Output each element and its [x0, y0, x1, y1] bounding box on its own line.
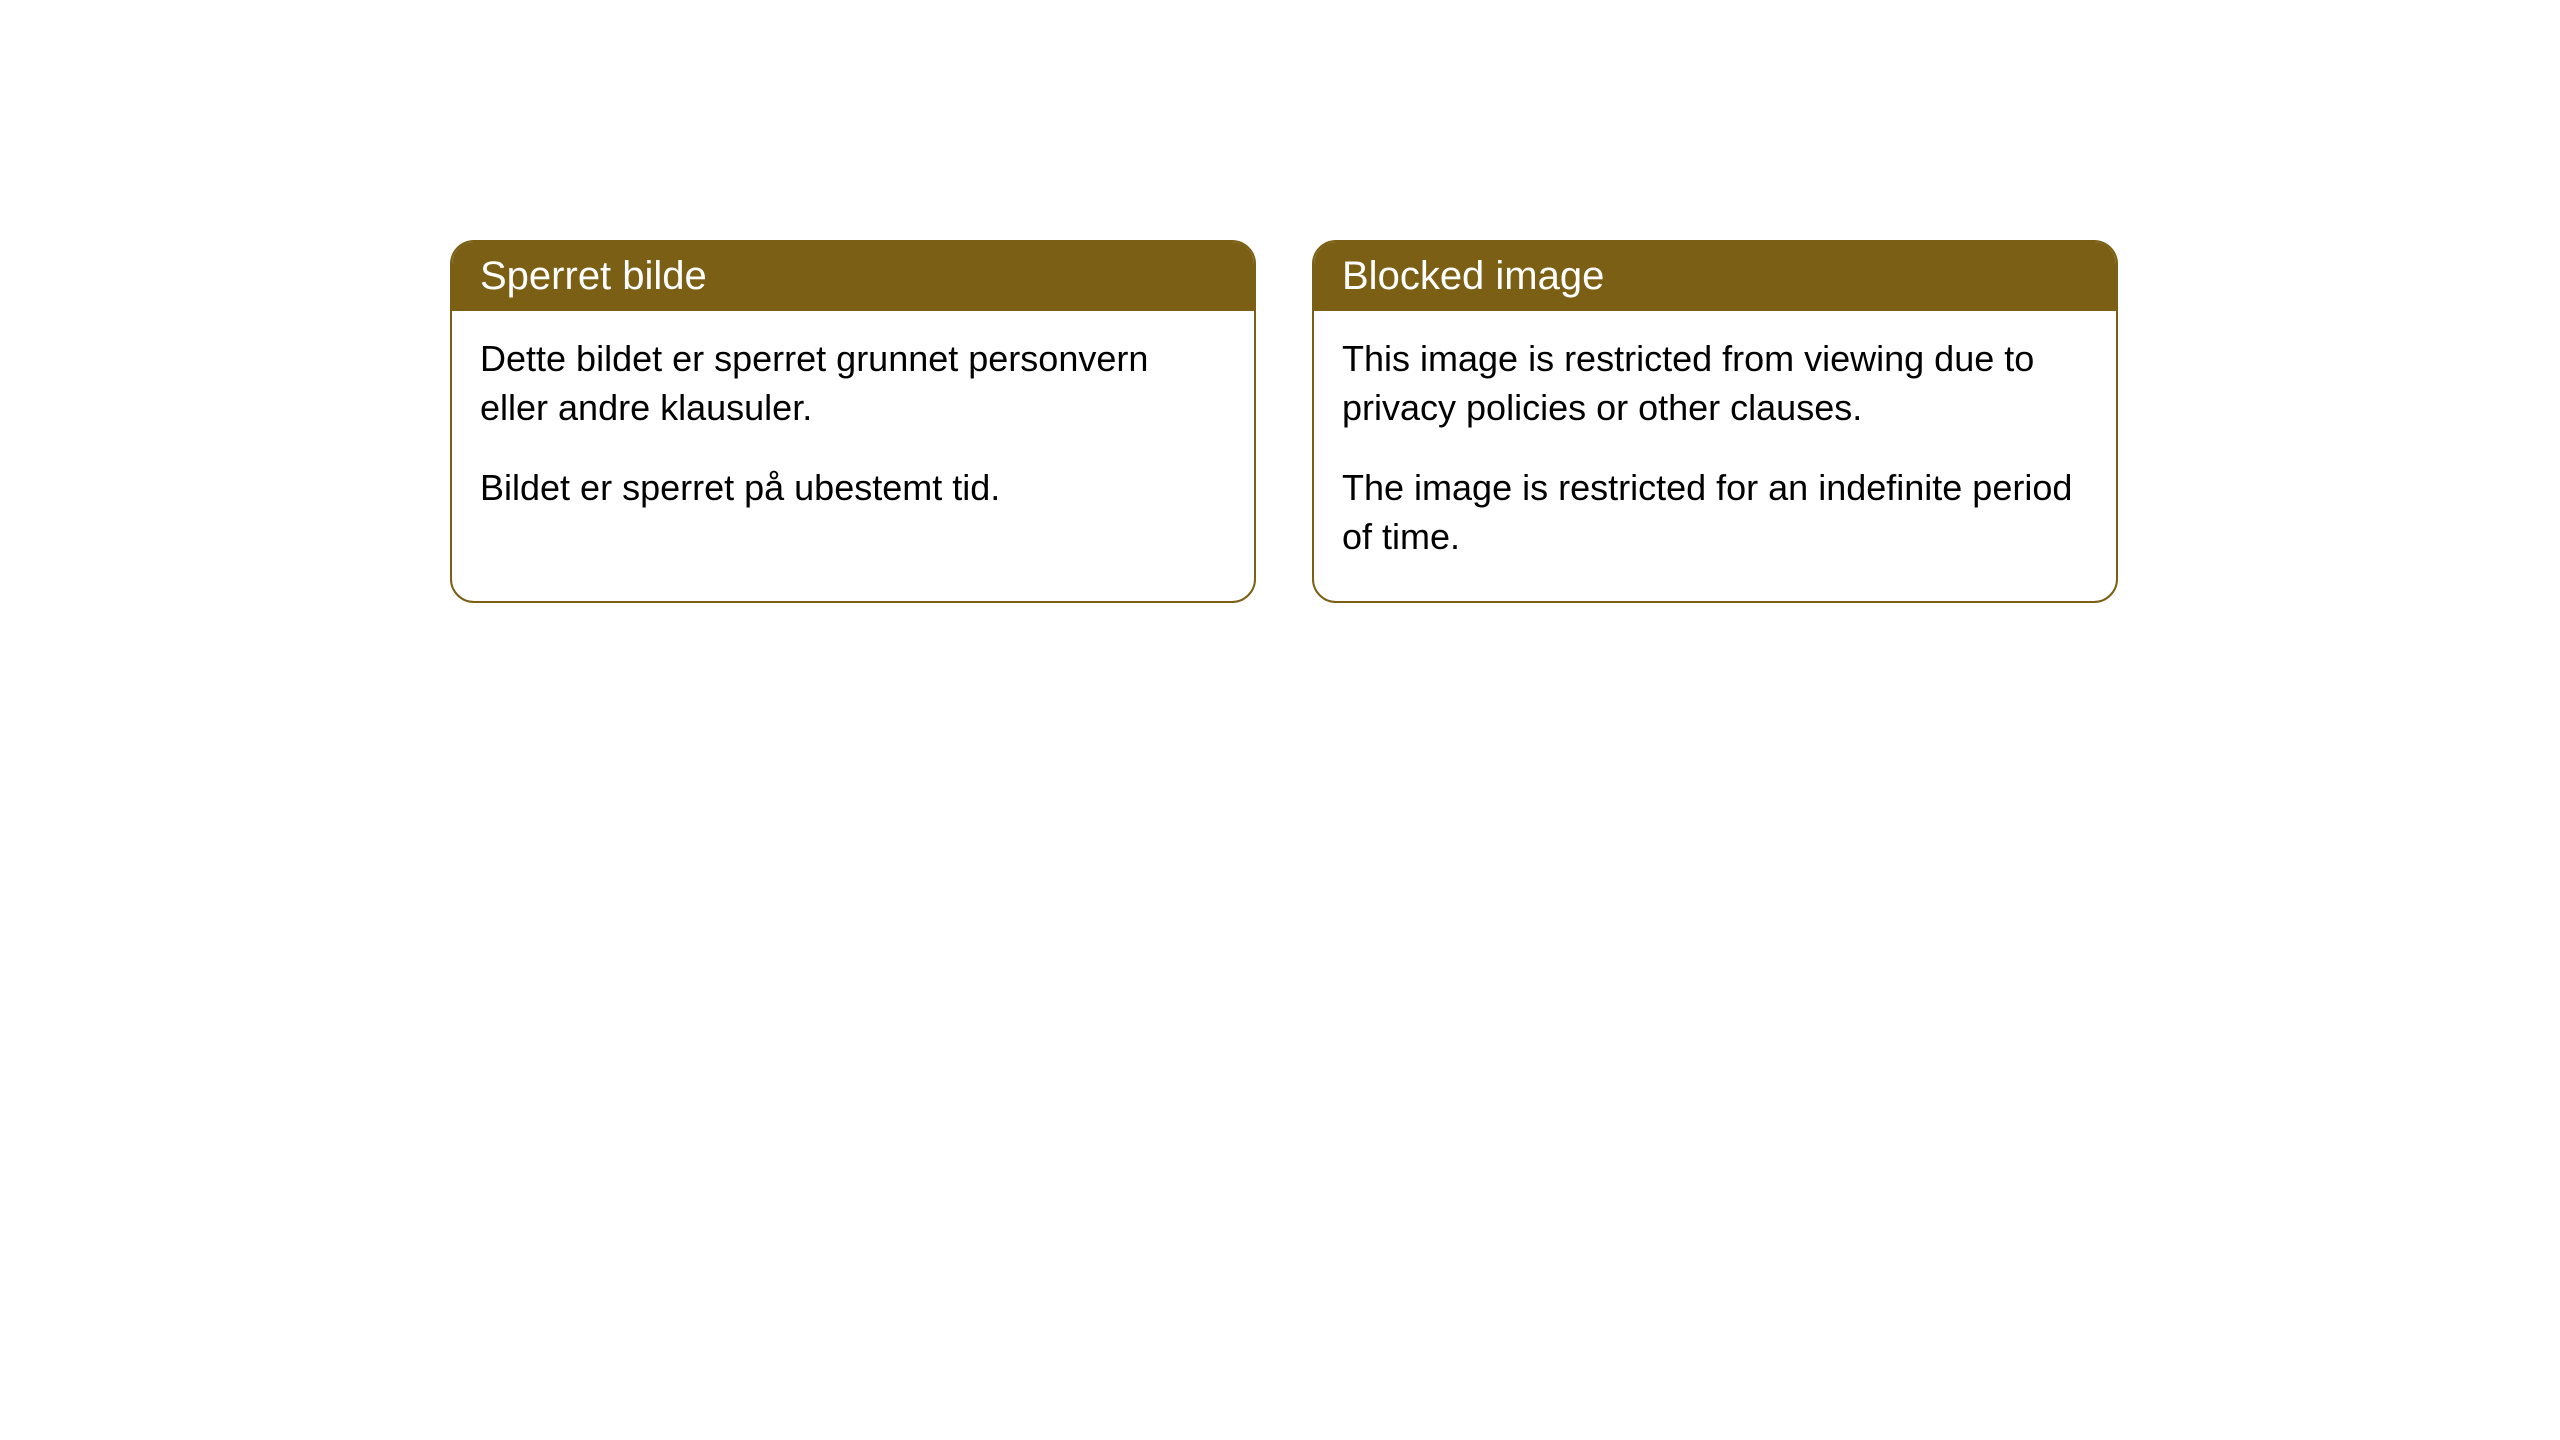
blocked-image-card-en: Blocked image This image is restricted f… [1312, 240, 2118, 603]
card-paragraph-no-1: Dette bildet er sperret grunnet personve… [480, 335, 1226, 432]
card-body-no: Dette bildet er sperret grunnet personve… [452, 311, 1254, 553]
card-paragraph-no-2: Bildet er sperret på ubestemt tid. [480, 464, 1226, 513]
card-header-en: Blocked image [1314, 242, 2116, 311]
card-body-en: This image is restricted from viewing du… [1314, 311, 2116, 601]
card-header-no: Sperret bilde [452, 242, 1254, 311]
card-paragraph-en-1: This image is restricted from viewing du… [1342, 335, 2088, 432]
card-paragraph-en-2: The image is restricted for an indefinit… [1342, 464, 2088, 561]
blocked-image-card-no: Sperret bilde Dette bildet er sperret gr… [450, 240, 1256, 603]
notice-cards-container: Sperret bilde Dette bildet er sperret gr… [0, 0, 2560, 603]
